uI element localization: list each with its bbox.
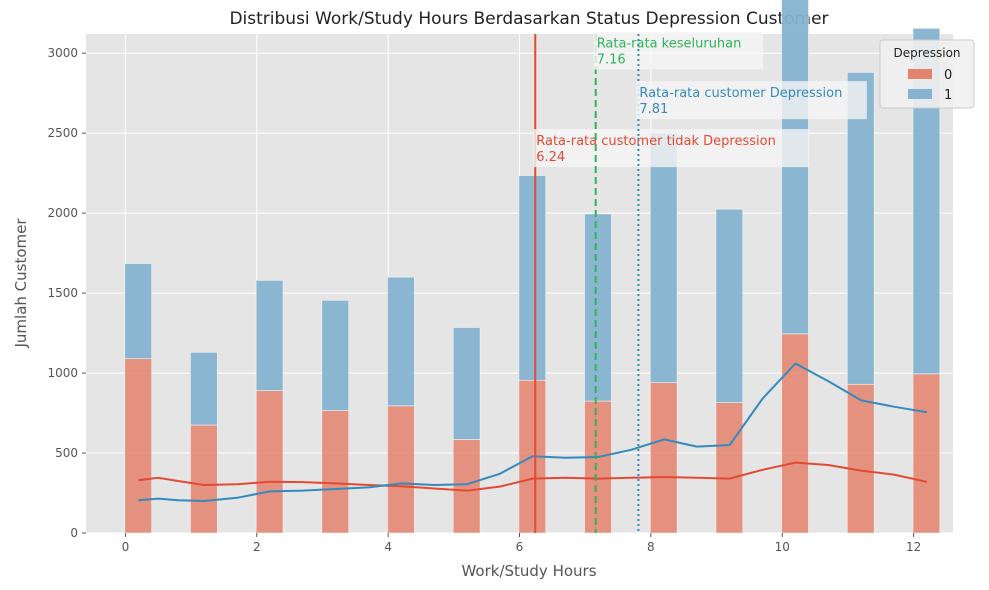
legend-title: Depression [893,46,960,60]
legend: Depression 0 1 [879,39,975,109]
mean-value-label: 7.16 [597,53,626,68]
y-tick-label: 1000 [47,366,78,380]
bar-depression-0 [846,383,875,534]
bar-depression-1 [387,276,415,407]
bar-depression-1 [649,132,678,383]
legend-label: 1 [944,88,952,103]
bar-depression-1 [846,72,875,385]
bar-depression-1 [124,263,152,359]
bar-depression-0 [912,373,941,534]
legend-swatch [908,89,932,99]
mean-value-label: 6.24 [536,150,565,165]
y-tick-label: 1500 [47,286,78,300]
mean-label: Rata-rata keseluruhan [597,37,742,52]
x-tick-label: 4 [384,540,392,554]
bar-depression-1 [452,327,481,440]
bar-depression-1 [518,175,547,381]
y-tick-label: 3000 [47,46,78,60]
bar-depression-0 [584,400,612,534]
bar-depression-0 [255,390,284,534]
mean-label-box [593,31,764,70]
y-tick-label: 2500 [47,126,78,140]
legend-label: 0 [944,68,952,83]
y-tick-label: 0 [70,526,78,540]
mean-label: Rata-rata customer tidak Depression [536,134,776,149]
mean-label-box [636,81,867,120]
bar-depression-1 [584,213,612,402]
x-tick-label: 0 [122,540,130,554]
x-tick-label: 2 [253,540,261,554]
legend-swatch [908,69,932,79]
x-axis-ticks: 0 2 4 6 8 10 12 [122,533,921,554]
bar-depression-1 [321,299,350,411]
x-tick-label: 10 [775,540,790,554]
bar-depression-0 [715,402,744,534]
y-tick-label: 2000 [47,206,78,220]
mean-label-box [533,129,810,168]
y-tick-label: 500 [55,446,78,460]
x-axis-label: Work/Study Hours [461,562,596,580]
kde-curve-series-0 [138,461,927,492]
x-tick-label: 12 [906,540,921,554]
mean-label: Rata-rata customer Depression [639,86,842,101]
bar-depression-0 [649,382,678,534]
bar-depression-0 [387,405,415,534]
bar-depression-1 [255,280,284,391]
x-tick-label: 6 [516,540,524,554]
kde-curves [138,362,927,502]
x-tick-label: 8 [647,540,655,554]
bar-depression-0 [124,358,152,534]
bar-depression-1 [190,351,218,426]
bar-depression-0 [190,424,218,534]
bar-depression-0 [452,439,481,534]
bar-depression-1 [715,208,744,403]
mean-value-label: 7.81 [639,102,668,117]
y-axis-ticks: 0 500 1000 1500 2000 2500 3000 [47,46,86,540]
bar-depression-0 [321,410,350,534]
kde-curve-series-1 [138,362,927,502]
y-axis-label: Jumlah Customer [12,218,30,349]
chart-title: Distribusi Work/Study Hours Berdasarkan … [229,9,828,29]
